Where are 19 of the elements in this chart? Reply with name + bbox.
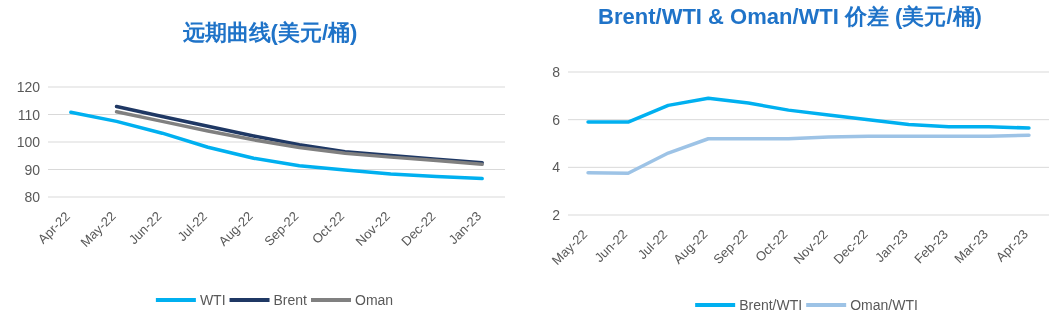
y-tick-label: 90 bbox=[24, 161, 41, 178]
legend-label: Oman bbox=[355, 292, 394, 308]
line-series bbox=[69, 110, 484, 181]
line-series bbox=[586, 96, 1031, 130]
y-tick-label: 80 bbox=[24, 189, 41, 205]
chart-title: 远期曲线(美元/桶) bbox=[181, 20, 358, 45]
y-tick-label: 120 bbox=[16, 79, 41, 95]
legend-label: WTI bbox=[199, 292, 226, 308]
y-tick-label: 110 bbox=[17, 106, 41, 123]
y-tick-label: 8 bbox=[552, 64, 561, 80]
legend-label: Oman/WTI bbox=[850, 297, 918, 313]
y-tick-label: 6 bbox=[552, 111, 561, 128]
y-tick-label: 100 bbox=[16, 134, 41, 150]
y-tick-label: 2 bbox=[552, 207, 561, 223]
legend-label: Brent/WTI bbox=[739, 297, 803, 313]
legend-label: Brent bbox=[273, 292, 308, 308]
y-tick-label: 4 bbox=[552, 159, 561, 176]
line-series bbox=[586, 133, 1031, 176]
chart-title: Brent/WTI & Oman/WTI 价差 (美元/桶) bbox=[598, 4, 982, 29]
